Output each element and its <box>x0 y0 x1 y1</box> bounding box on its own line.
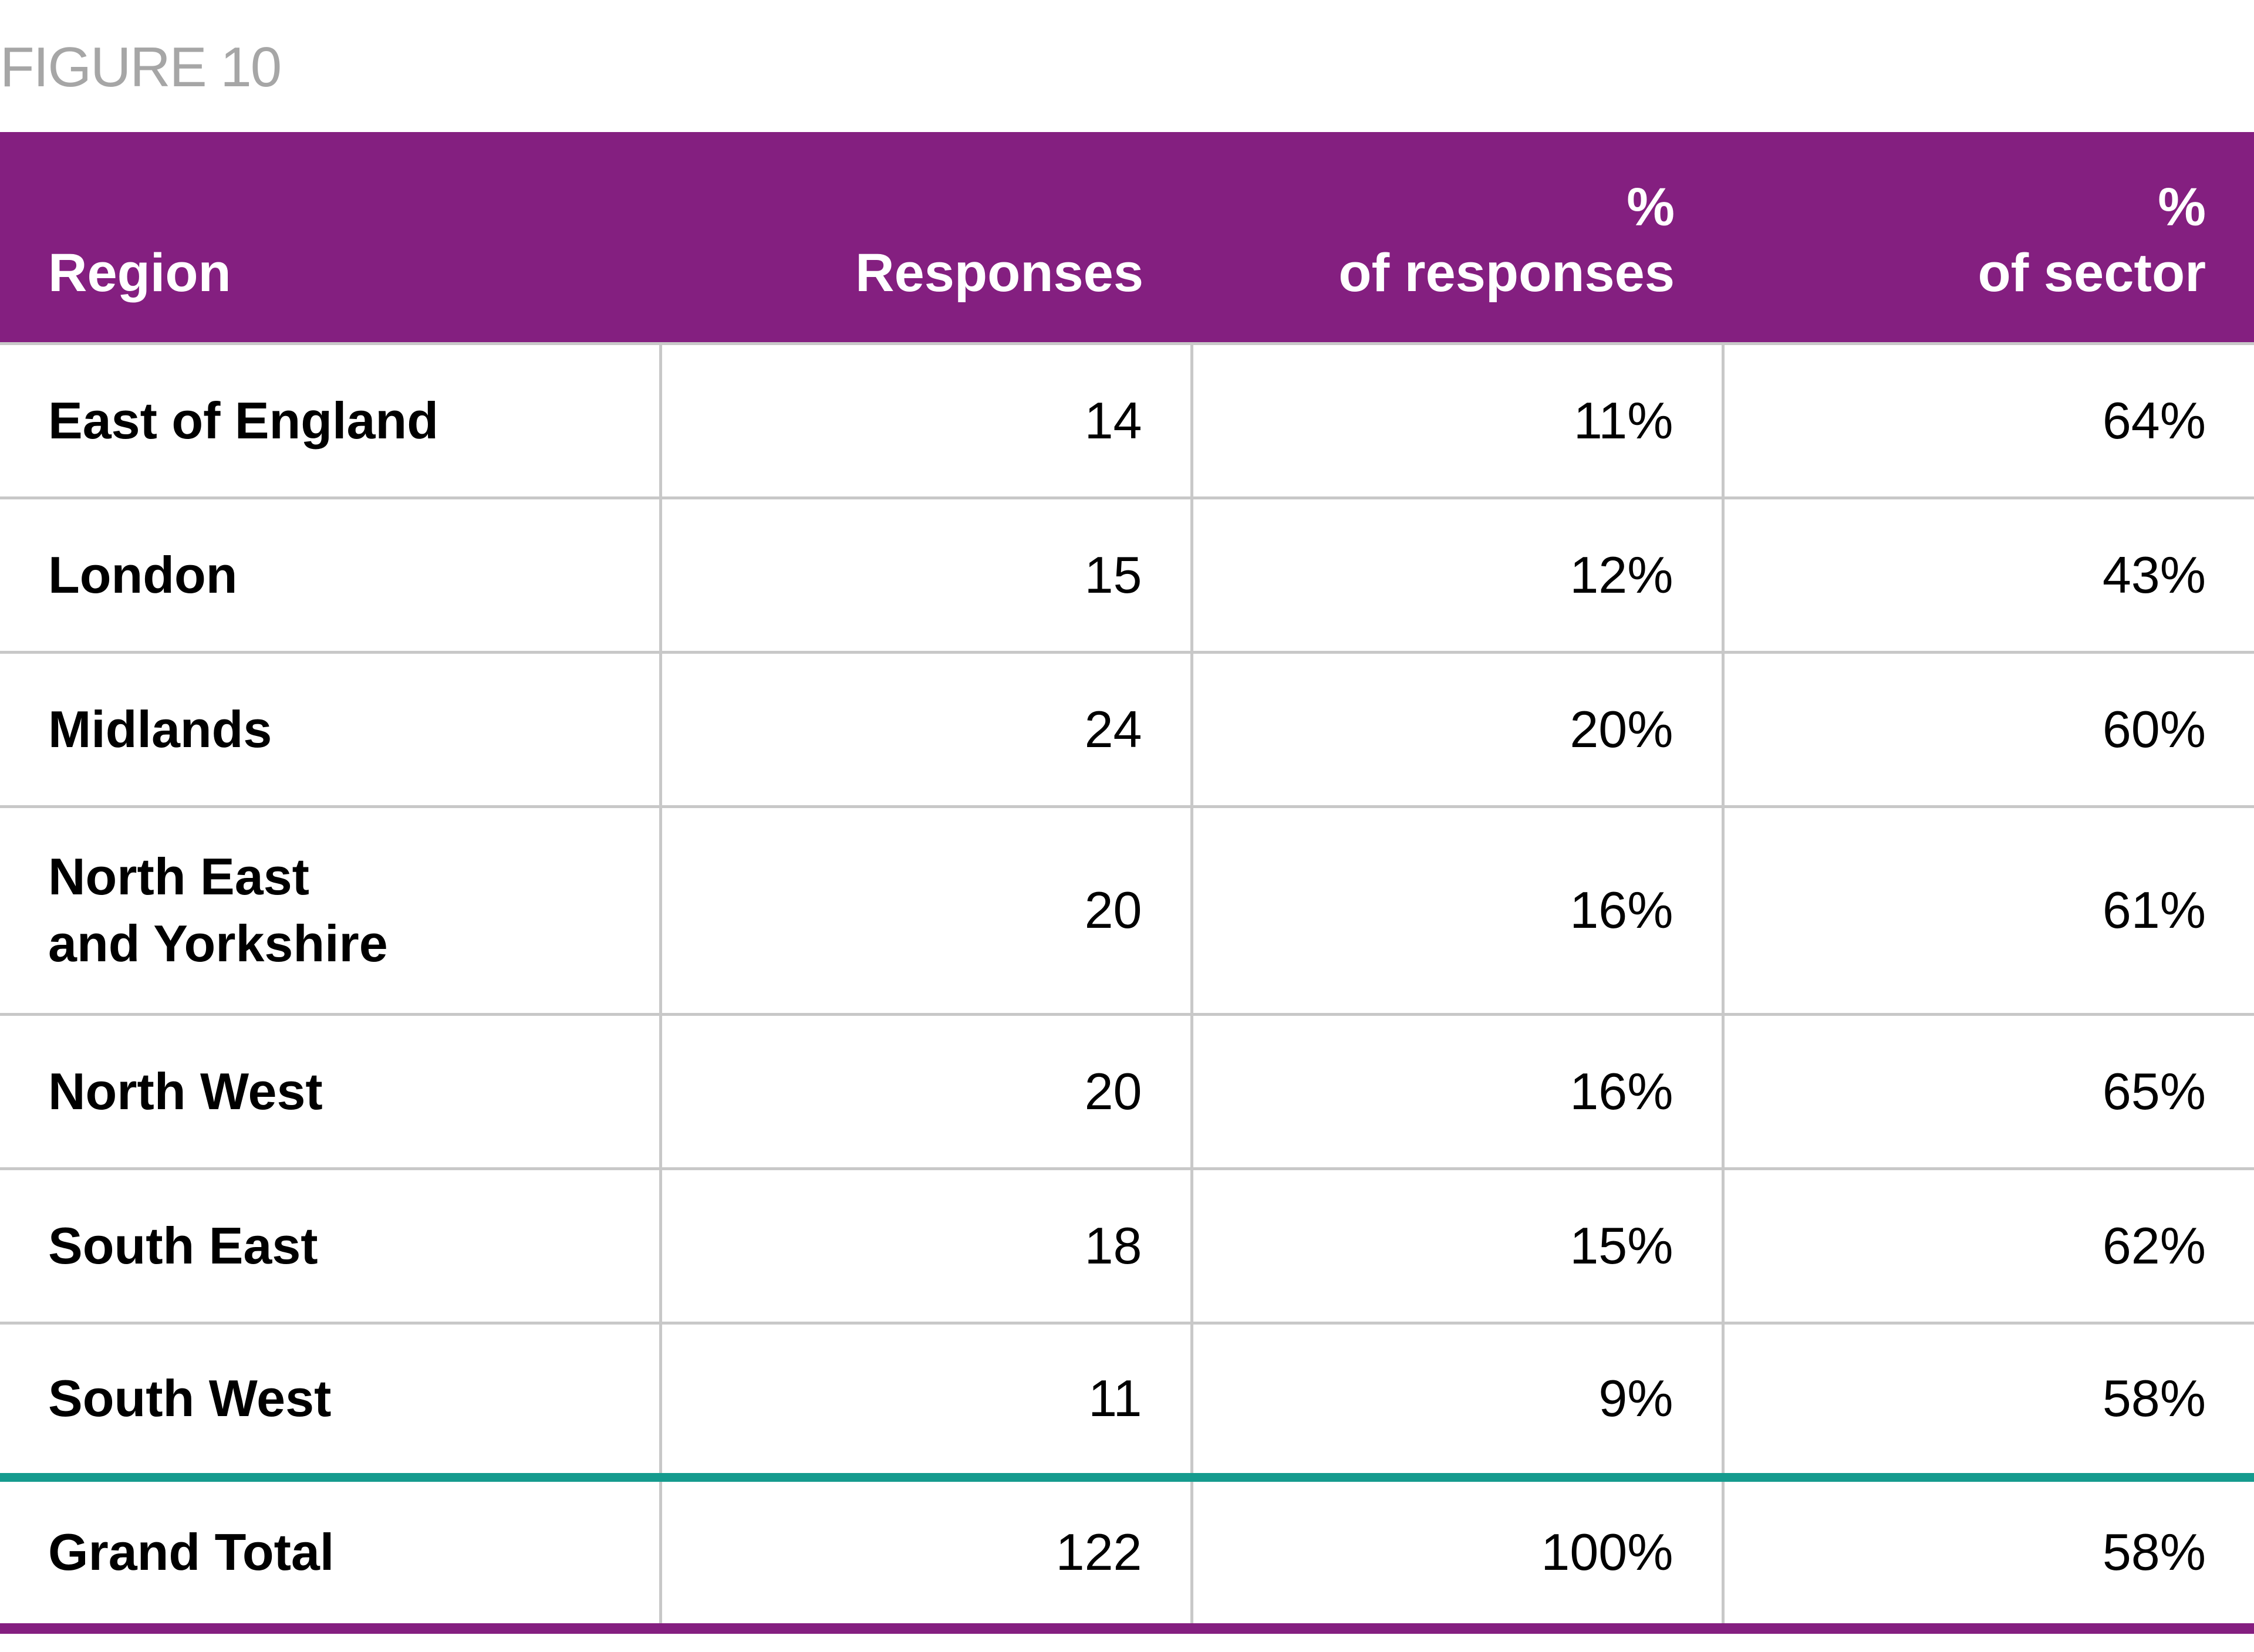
table-row: North East and Yorkshire 20 16% 61% <box>0 806 2254 1016</box>
header-responses: Responses <box>660 132 1192 345</box>
pct-responses-cell: 15% <box>1190 1168 1723 1325</box>
responses-cell: 20 <box>659 1014 1192 1170</box>
header-pct-sector: % of sector <box>1723 132 2254 345</box>
header-pct-sector-label: of sector <box>1978 242 2206 303</box>
region-cell: North West <box>0 1014 660 1170</box>
region-cell: South West <box>0 1323 660 1482</box>
region-cell: London <box>0 498 660 654</box>
pct-responses-cell: 12% <box>1190 498 1723 654</box>
grand-total-pct-responses: 100% <box>1190 1477 1723 1634</box>
region-cell-line-1: North East <box>48 847 309 906</box>
header-row: Region Responses % of responses % of sec… <box>0 132 2254 345</box>
table-row: North West 20 16% 65% <box>0 1014 2254 1170</box>
grand-total-row: Grand Total 122 100% 58% <box>0 1477 2254 1634</box>
region-cell-line-2: and Yorkshire <box>48 914 388 972</box>
table-row: London 15 12% 43% <box>0 498 2254 654</box>
responses-cell: 20 <box>659 806 1192 1016</box>
header-region: Region <box>0 132 660 345</box>
table-row: South East 18 15% 62% <box>0 1168 2254 1325</box>
responses-cell: 14 <box>659 343 1192 499</box>
header-pct-responses: % of responses <box>1192 132 1723 345</box>
pct-sector-cell: 62% <box>1721 1168 2254 1325</box>
table-row: East of England 14 11% 64% <box>0 343 2254 499</box>
table-body: East of England 14 11% 64% London 15 12%… <box>0 343 2254 1482</box>
grand-total-pct-sector: 58% <box>1721 1477 2254 1634</box>
pct-responses-cell: 16% <box>1190 806 1723 1016</box>
responses-cell: 18 <box>659 1168 1192 1325</box>
table-row: Midlands 24 20% 60% <box>0 652 2254 808</box>
pct-sector-cell: 64% <box>1721 343 2254 499</box>
pct-responses-cell: 20% <box>1190 652 1723 808</box>
region-cell: East of England <box>0 343 660 499</box>
grand-total-label: Grand Total <box>0 1477 660 1634</box>
pct-sector-cell: 43% <box>1721 498 2254 654</box>
pct-responses-cell: 11% <box>1190 343 1723 499</box>
responses-cell: 15 <box>659 498 1192 654</box>
header-pct-responses-symbol: % <box>1627 177 1675 237</box>
table-row: South West 11 9% 58% <box>0 1323 2254 1482</box>
grand-total-responses: 122 <box>659 1477 1192 1634</box>
pct-sector-cell: 61% <box>1721 806 2254 1016</box>
header-region-label: Region <box>48 242 231 303</box>
responses-cell: 11 <box>659 1323 1192 1482</box>
header-pct-responses-label: of responses <box>1338 242 1675 303</box>
figure-label: FIGURE 10 <box>0 36 282 99</box>
pct-responses-cell: 16% <box>1190 1014 1723 1170</box>
region-cell: South East <box>0 1168 660 1325</box>
regional-responses-table: Region Responses % of responses % of sec… <box>0 132 2254 1634</box>
pct-sector-cell: 65% <box>1721 1014 2254 1170</box>
header-pct-sector-symbol: % <box>2158 177 2206 237</box>
table-footer: Grand Total 122 100% 58% <box>0 1477 2254 1634</box>
pct-responses-cell: 9% <box>1190 1323 1723 1482</box>
region-cell: Midlands <box>0 652 660 808</box>
responses-cell: 24 <box>659 652 1192 808</box>
pct-sector-cell: 58% <box>1721 1323 2254 1482</box>
region-cell: North East and Yorkshire <box>0 806 660 1016</box>
pct-sector-cell: 60% <box>1721 652 2254 808</box>
header-responses-label: Responses <box>855 242 1143 303</box>
table-header: Region Responses % of responses % of sec… <box>0 132 2254 345</box>
